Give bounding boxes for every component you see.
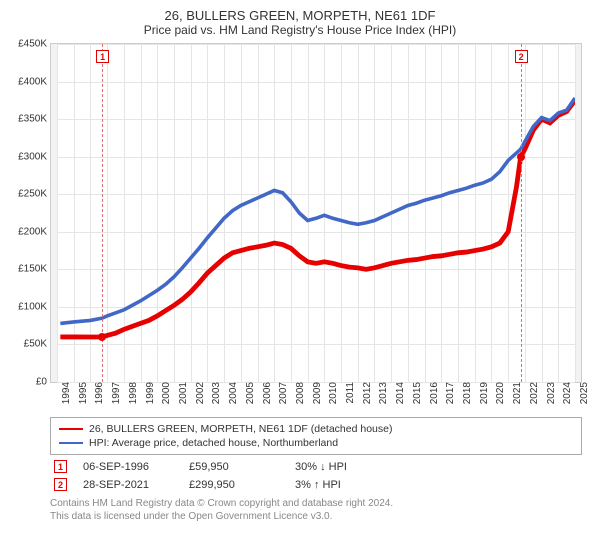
grid-vertical — [575, 44, 576, 382]
series-hpi — [60, 98, 575, 323]
marker-line — [521, 44, 522, 382]
x-axis-label: 2022 — [525, 382, 540, 404]
x-axis-label: 2020 — [491, 382, 506, 404]
x-axis-label: 2017 — [441, 382, 456, 404]
x-axis-label: 1998 — [124, 382, 139, 404]
chart-area: 1994199519961997199819992000200120022003… — [50, 43, 582, 413]
x-axis-label: 2018 — [458, 382, 473, 404]
chart-container: 26, BULLERS GREEN, MORPETH, NE61 1DF Pri… — [0, 0, 600, 560]
x-axis-label: 2001 — [174, 382, 189, 404]
legend-item: 26, BULLERS GREEN, MORPETH, NE61 1DF (de… — [59, 422, 573, 436]
y-axis-label: £200K — [18, 226, 51, 237]
transaction-row: 1 06-SEP-1996 £59,950 30% ↓ HPI — [50, 455, 582, 473]
x-axis-label: 2013 — [374, 382, 389, 404]
y-axis-label: £0 — [36, 377, 51, 388]
x-axis-label: 1996 — [90, 382, 105, 404]
footer-attribution: Contains HM Land Registry data © Crown c… — [50, 497, 582, 523]
x-axis-label: 2019 — [475, 382, 490, 404]
legend-label: HPI: Average price, detached house, Nort… — [89, 437, 338, 449]
legend-label: 26, BULLERS GREEN, MORPETH, NE61 1DF (de… — [89, 423, 392, 435]
x-axis-label: 2004 — [224, 382, 239, 404]
x-axis-label: 2010 — [324, 382, 339, 404]
legend: 26, BULLERS GREEN, MORPETH, NE61 1DF (de… — [50, 417, 582, 455]
y-axis-label: £300K — [18, 151, 51, 162]
x-axis-label: 1994 — [57, 382, 72, 404]
chart-lines — [57, 44, 575, 382]
x-axis-label: 2003 — [207, 382, 222, 404]
x-axis-label: 1997 — [107, 382, 122, 404]
y-axis-label: £400K — [18, 76, 51, 87]
transaction-price: £59,950 — [189, 461, 279, 473]
transaction-date: 28-SEP-2021 — [83, 479, 173, 491]
x-axis-label: 1995 — [74, 382, 89, 404]
y-axis-label: £450K — [18, 39, 51, 50]
y-axis-label: £100K — [18, 301, 51, 312]
plot-inner: 1994199519961997199819992000200120022003… — [57, 44, 575, 382]
transaction-date: 06-SEP-1996 — [83, 461, 173, 473]
x-axis-label: 2016 — [425, 382, 440, 404]
transaction-num-box: 1 — [54, 460, 67, 473]
transaction-delta: 30% ↓ HPI — [295, 461, 385, 473]
transaction-price: £299,950 — [189, 479, 279, 491]
legend-swatch — [59, 428, 83, 430]
marker-line — [102, 44, 103, 382]
plot-background: 1994199519961997199819992000200120022003… — [50, 43, 582, 383]
footer-line: Contains HM Land Registry data © Crown c… — [50, 497, 582, 510]
y-axis-label: £250K — [18, 189, 51, 200]
x-axis-label: 2006 — [258, 382, 273, 404]
x-axis-label: 2023 — [542, 382, 557, 404]
marker-box: 2 — [515, 50, 528, 63]
x-axis-label: 2025 — [575, 382, 590, 404]
x-axis-label: 2009 — [308, 382, 323, 404]
marker-box: 1 — [96, 50, 109, 63]
legend-item: HPI: Average price, detached house, Nort… — [59, 436, 573, 450]
x-axis-label: 2008 — [291, 382, 306, 404]
x-axis-label: 2024 — [558, 382, 573, 404]
transaction-num-box: 2 — [54, 478, 67, 491]
x-axis-label: 2015 — [408, 382, 423, 404]
chart-subtitle: Price paid vs. HM Land Registry's House … — [14, 23, 586, 37]
chart-title: 26, BULLERS GREEN, MORPETH, NE61 1DF — [14, 8, 586, 23]
x-axis-label: 2014 — [391, 382, 406, 404]
y-axis-label: £50K — [24, 339, 51, 350]
y-axis-label: £150K — [18, 264, 51, 275]
x-axis-label: 2011 — [341, 382, 356, 404]
x-axis-label: 2000 — [157, 382, 172, 404]
x-axis-label: 2007 — [274, 382, 289, 404]
x-axis-label: 2012 — [358, 382, 373, 404]
y-axis-label: £350K — [18, 114, 51, 125]
x-axis-label: 2021 — [508, 382, 523, 404]
footer-line: This data is licensed under the Open Gov… — [50, 510, 582, 523]
transaction-row: 2 28-SEP-2021 £299,950 3% ↑ HPI — [50, 473, 582, 491]
x-axis-label: 1999 — [141, 382, 156, 404]
marker-dot — [517, 153, 525, 161]
legend-swatch — [59, 442, 83, 444]
transaction-delta: 3% ↑ HPI — [295, 479, 385, 491]
x-axis-label: 2002 — [191, 382, 206, 404]
x-axis-label: 2005 — [241, 382, 256, 404]
marker-dot — [98, 333, 106, 341]
